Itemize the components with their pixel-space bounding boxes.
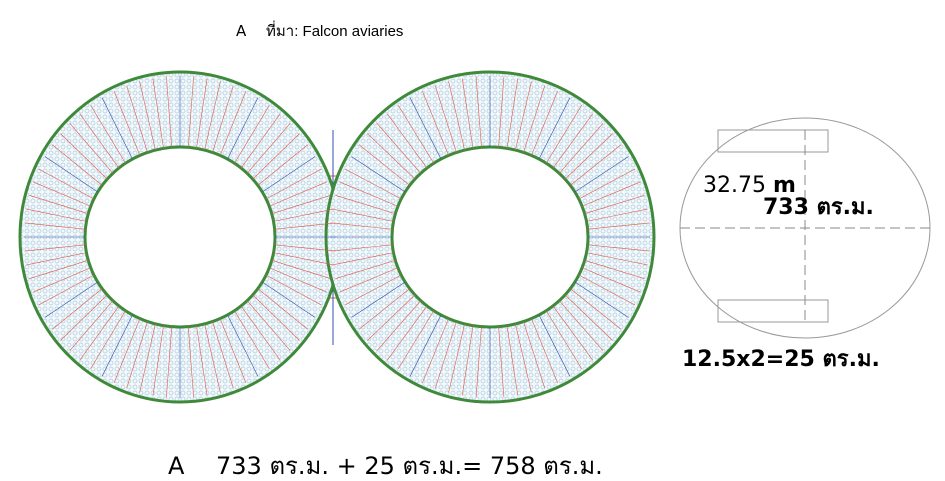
header-label: A <box>236 22 247 40</box>
diameter-value: 32.75 <box>703 173 766 198</box>
footer-label: A <box>168 452 185 480</box>
site-section <box>680 118 930 338</box>
extra-area: 12.5x2=25 ตร.ม. <box>682 347 880 372</box>
aviary-plan <box>20 72 654 402</box>
section-rect <box>718 130 828 152</box>
area: 733 ตร.ม. <box>763 195 874 220</box>
source: ที่มา: Falcon aviaries <box>266 20 403 40</box>
equation: 733 ตร.ม. + 25 ตร.ม.= 758 ตร.ม. <box>216 452 603 480</box>
page: A ที่มา: Falcon aviaries 32.75 m 733 ตร.… <box>0 0 945 481</box>
